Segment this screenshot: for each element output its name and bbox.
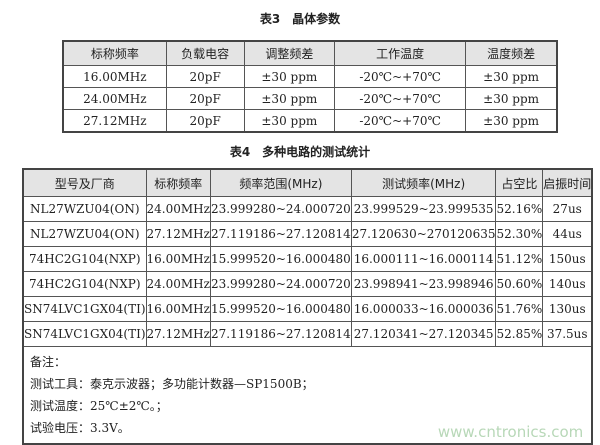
table3-caption: 表3 晶体参数: [259, 12, 341, 26]
table-row: 74HC2G104(NXP) 24.00MHz 23.999280~24.00072…: [22, 271, 593, 297]
table-cell: 16.000033~16.000036: [350, 296, 497, 322]
table-cell: ±30 ppm: [465, 87, 558, 110]
table-cell: 23.998941~23.998946: [350, 271, 497, 297]
table-cell: ±30 ppm: [243, 87, 336, 110]
table-cell: 130us: [542, 296, 593, 322]
header-cell: 工作温度: [334, 40, 467, 66]
table-cell: 50.60%: [495, 271, 544, 297]
table-cell: SN74LVC1GX04(TI): [22, 321, 147, 347]
table-cell: 52.30%: [495, 221, 544, 247]
table-cell: 15.999520~16.000480: [209, 296, 352, 322]
table4-caption: 表4 多种电路的测试统计: [229, 145, 371, 159]
table-cell: 74HC2G104(NXP): [22, 246, 147, 272]
table-cell: 20pF: [165, 65, 245, 88]
table-cell: ±30 ppm: [243, 109, 336, 133]
table-cell: 52.85%: [495, 321, 544, 347]
table-row: 27.12MHz 20pF ±30 ppm -20℃~+70℃ ±30 ppm: [62, 109, 558, 133]
table-cell: -20℃~+70℃: [334, 87, 467, 110]
note-line: 备注：: [30, 355, 67, 369]
table-cell: 140us: [542, 271, 593, 297]
table-cell: 16.00MHz: [145, 246, 211, 272]
table-cell: 16.00MHz: [62, 65, 167, 88]
table-cell: 27.119186~27.120814: [209, 221, 352, 247]
table-row: NL27WZU04(ON) 24.00MHz 23.999280~24.000720…: [22, 196, 593, 222]
table-cell: 24.00MHz: [145, 271, 211, 297]
table-cell: 27.12MHz: [62, 109, 167, 133]
table-cell: 20pF: [165, 109, 245, 133]
table-cell: 20pF: [165, 87, 245, 110]
table-cell: 44us: [542, 221, 593, 247]
table-cell: NL27WZU04(ON): [22, 221, 147, 247]
header-cell: 标称频率: [145, 168, 211, 197]
table-cell: 27.120341~27.120345: [350, 321, 497, 347]
table-cell: 150us: [542, 246, 593, 272]
table-cell: 27.12MHz: [145, 321, 211, 347]
table-cell: 51.12%: [495, 246, 544, 272]
header-cell: 启振时间: [542, 168, 593, 197]
table-cell: NL27WZU04(ON): [22, 196, 147, 222]
table-cell: ±30 ppm: [243, 65, 336, 88]
header-cell: 调整频差: [243, 40, 336, 66]
header-row: 标称频率 负载电容 调整频差 工作温度 温度频差: [62, 40, 558, 66]
header-row: 型号及厂商 标称频率 频率范围(MHz) 测试频率(MHz) 占空比 启振时间: [22, 168, 593, 197]
table-cell: 16.000111~16.000114: [350, 246, 497, 272]
table-row: SN74LVC1GX04(TI) 16.00MHz 15.999520~16.000…: [22, 296, 593, 322]
table-cell: 15.999520~16.000480: [209, 246, 352, 272]
table-cell: 16.00MHz: [145, 296, 211, 322]
table-cell: 27us: [542, 196, 593, 222]
table-cell: 27.120630~270120635: [350, 221, 497, 247]
table-cell: -20℃~+70℃: [334, 109, 467, 133]
note-line: 测试温度：25℃±2℃。；: [30, 399, 168, 413]
table-cell: 23.999280~24.000720: [209, 196, 352, 222]
note-line: 测试工具：泰克示波器；多功能计数器—SP1500B；: [30, 377, 314, 391]
header-cell: 温度频差: [465, 40, 558, 66]
table-cell: 24.00MHz: [145, 196, 211, 222]
table-row: 74HC2G104(NXP) 16.00MHz 15.999520~16.00048…: [22, 246, 593, 272]
table-row: NL27WZU04(ON) 27.12MHz 27.119186~27.120814…: [22, 221, 593, 247]
crystal-parameters-table: 标称频率 负载电容 调整频差 工作温度 温度频差 16.00MHz 20pF ±30…: [62, 40, 558, 133]
circuit-test-table: 型号及厂商 标称频率 频率范围(MHz) 测试频率(MHz) 占空比 启振时间 …: [22, 168, 594, 445]
header-cell: 测试频率(MHz): [350, 168, 497, 197]
notes-row: 备注： 测试工具：泰克示波器；多功能计数器—SP1500B； 测试温度：25℃±…: [22, 346, 593, 445]
header-cell: 负载电容: [165, 40, 245, 66]
table-cell: -20℃~+70℃: [334, 65, 467, 88]
table-cell: 52.16%: [495, 196, 544, 222]
table-cell: 24.00MHz: [62, 87, 167, 110]
table-row: 24.00MHz 20pF ±30 ppm -20℃~+70℃ ±30 ppm: [62, 87, 558, 110]
notes-cell: 备注： 测试工具：泰克示波器；多功能计数器—SP1500B； 测试温度：25℃±…: [22, 346, 593, 445]
table-cell: SN74LVC1GX04(TI): [22, 296, 147, 322]
header-cell: 频率范围(MHz): [209, 168, 352, 197]
table-cell: 37.5us: [542, 321, 593, 347]
table-row: SN74LVC1GX04(TI) 27.12MHz 27.119186~27.120…: [22, 321, 593, 347]
watermark: www.cntronics.com: [437, 423, 584, 441]
table-cell: 74HC2G104(NXP): [22, 271, 147, 297]
header-cell: 标称频率: [62, 40, 167, 66]
table-cell: 51.76%: [495, 296, 544, 322]
table-cell: 27.119186~27.120814: [209, 321, 352, 347]
header-cell: 占空比: [495, 168, 544, 197]
table-row: 16.00MHz 20pF ±30 ppm -20℃~+70℃ ±30 ppm: [62, 65, 558, 88]
table-cell: 23.999529~23.999535: [350, 196, 497, 222]
table-cell: ±30 ppm: [465, 109, 558, 133]
table-cell: 27.12MHz: [145, 221, 211, 247]
header-cell: 型号及厂商: [22, 168, 147, 197]
table-cell: 23.999280~24.000720: [209, 271, 352, 297]
table-cell: ±30 ppm: [465, 65, 558, 88]
